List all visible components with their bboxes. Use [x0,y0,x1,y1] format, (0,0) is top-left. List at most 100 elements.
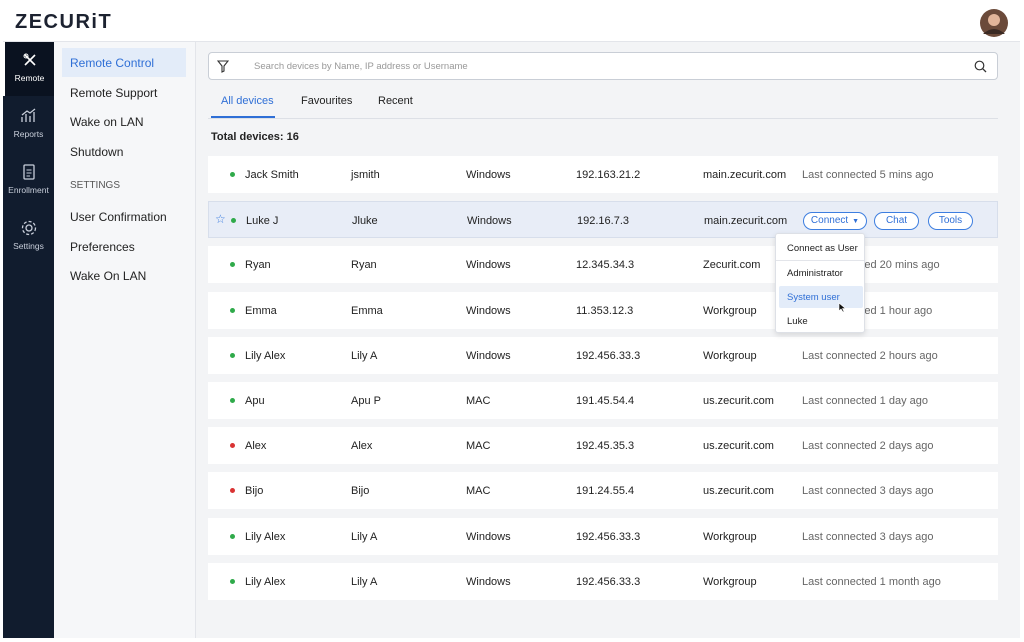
device-row[interactable]: Bijo Bijo MAC 191.24.55.4 us.zecurit.com Last… [208,472,998,510]
sidebar-item[interactable]: Remote [3,42,54,96]
device-ip: 11.353.12.3 [576,304,634,317]
device-last: Last connected 2 days ago [802,440,934,453]
device-domain: Workgroup [703,575,757,588]
device-domain: Workgroup [703,304,757,317]
sidebar-label: Settings [13,241,44,251]
tab[interactable]: Favourites [301,95,353,107]
status-dot [230,443,235,449]
device-domain: Workgroup [703,530,757,543]
sidebar-item[interactable]: Settings [3,210,54,264]
sidebar-item[interactable]: Enrollment [3,154,54,208]
status-dot [230,352,235,358]
device-os: Windows [466,259,511,272]
nav-item[interactable]: Remote Support [70,85,158,100]
action-button[interactable]: Connect ▼ [803,212,867,231]
action-button[interactable]: Chat [874,212,919,231]
device-ip: 191.45.54.4 [576,395,635,407]
favourite-star[interactable]: ☆ [215,212,226,227]
device-username: Emma [351,304,383,317]
cursor-icon [838,302,847,313]
device-ip: 192.456.33.3 [576,575,641,588]
device-domain: main.zecurit.com [704,215,788,228]
device-os: Windows [466,304,511,317]
total-devices: Total devices: 16 [211,131,299,143]
nav-section: SETTINGS [70,180,121,191]
nav-item[interactable]: Preferences [70,239,135,254]
search-box[interactable]: Search devices by Name, IP address or Us… [208,52,998,80]
device-row[interactable]: Emma Emma Windows 11.353.12.3 Workgroup Last … [208,291,998,329]
nav-item[interactable]: Shutdown [70,145,124,160]
device-os: MAC [466,440,491,453]
device-ip: 192.163.21.2 [576,169,641,181]
sidebar-icon [23,53,36,66]
avatar[interactable] [978,7,1010,39]
action-button[interactable]: Tools [928,212,973,231]
device-row[interactable]: Lily Alex Lily A Windows 192.456.33.3 Workgr… [208,336,998,374]
sidebar-item[interactable]: Reports [3,98,54,152]
nav-item[interactable]: Wake on LAN [70,115,144,130]
device-domain: us.zecurit.com [703,485,774,498]
device-name: Lily Alex [245,530,286,543]
dropdown-title: Connect as User [787,243,858,254]
device-row[interactable]: Alex Alex MAC 192.45.35.3 us.zecurit.com Last… [208,427,998,465]
device-last: Last connected 3 days ago [802,485,934,498]
device-row[interactable]: Lily Alex Lily A Windows 192.456.33.3 Workgr… [208,517,998,555]
device-os: MAC [466,485,491,498]
device-username: Alex [351,440,373,453]
sidebar-icon [21,220,36,236]
status-dot [230,578,235,584]
device-os: Windows [466,530,511,543]
top-bar: ZECURiT [3,3,1020,42]
nav-item[interactable]: Remote Control [62,48,186,77]
device-row[interactable]: Apu Apu P MAC 191.45.54.4 us.zecurit.com Last… [208,382,998,419]
device-os: MAC [466,395,491,407]
nav-item[interactable]: User Confirmation [70,210,167,224]
tab[interactable]: All devices [221,95,274,107]
filter-icon[interactable] [217,60,229,73]
dropdown-item[interactable]: System user [779,286,863,308]
device-row[interactable]: Jack Smith jsmith Windows 192.163.21.2 main.… [208,156,998,193]
tab[interactable]: Recent [378,95,413,107]
nav-item[interactable]: Wake On LAN [70,269,147,284]
action-label: Chat [885,215,908,227]
device-row[interactable]: Luke J Jluke Windows 192.16.7.3 main.zecurit… [208,201,998,239]
action-label: Tools [938,215,963,227]
device-os: Windows [466,169,511,181]
status-dot [230,533,235,539]
status-dot [230,172,235,177]
device-domain: Workgroup [703,349,757,362]
device-username: Apu P [351,395,381,407]
device-row[interactable]: Ryan Ryan Windows 12.345.34.3 Zecurit.com Las… [208,246,998,284]
logo: ZECURiT [15,11,113,33]
caret: ▼ [852,218,860,226]
device-name: Lily Alex [245,575,286,588]
tab-divider [208,118,998,119]
tab-underline [211,116,275,118]
search-icon[interactable] [974,60,987,73]
device-ip: 191.24.55.4 [576,485,635,498]
dropdown-item[interactable]: Luke [787,316,808,327]
device-username: Lily A [351,575,378,588]
device-ip: 192.456.33.3 [576,530,641,543]
device-row[interactable]: Lily Alex Lily A Windows 192.456.33.3 Workgr… [208,562,998,600]
dropdown-item[interactable]: Administrator [787,268,843,279]
device-domain: main.zecurit.com [703,169,787,181]
dropdown-divider [776,260,864,261]
device-username: jsmith [351,169,380,181]
status-dot [230,262,235,268]
sidebar-label: Remote [14,73,45,83]
device-name: Jack Smith [245,169,299,181]
device-domain: us.zecurit.com [703,395,774,407]
status-dot [230,307,235,313]
device-os: Windows [466,349,511,362]
sub-nav: Remote Control Remote Support Wake on LAN S… [54,42,196,638]
device-username: Ryan [351,259,377,272]
device-username: Bijo [351,485,370,498]
device-ip: 192.45.35.3 [576,440,635,453]
status-dot [230,398,235,403]
cursor [838,300,847,318]
device-last: Last connected 3 days ago [802,530,934,543]
device-os: Windows [466,575,511,588]
sidebar-label: Reports [13,129,44,139]
